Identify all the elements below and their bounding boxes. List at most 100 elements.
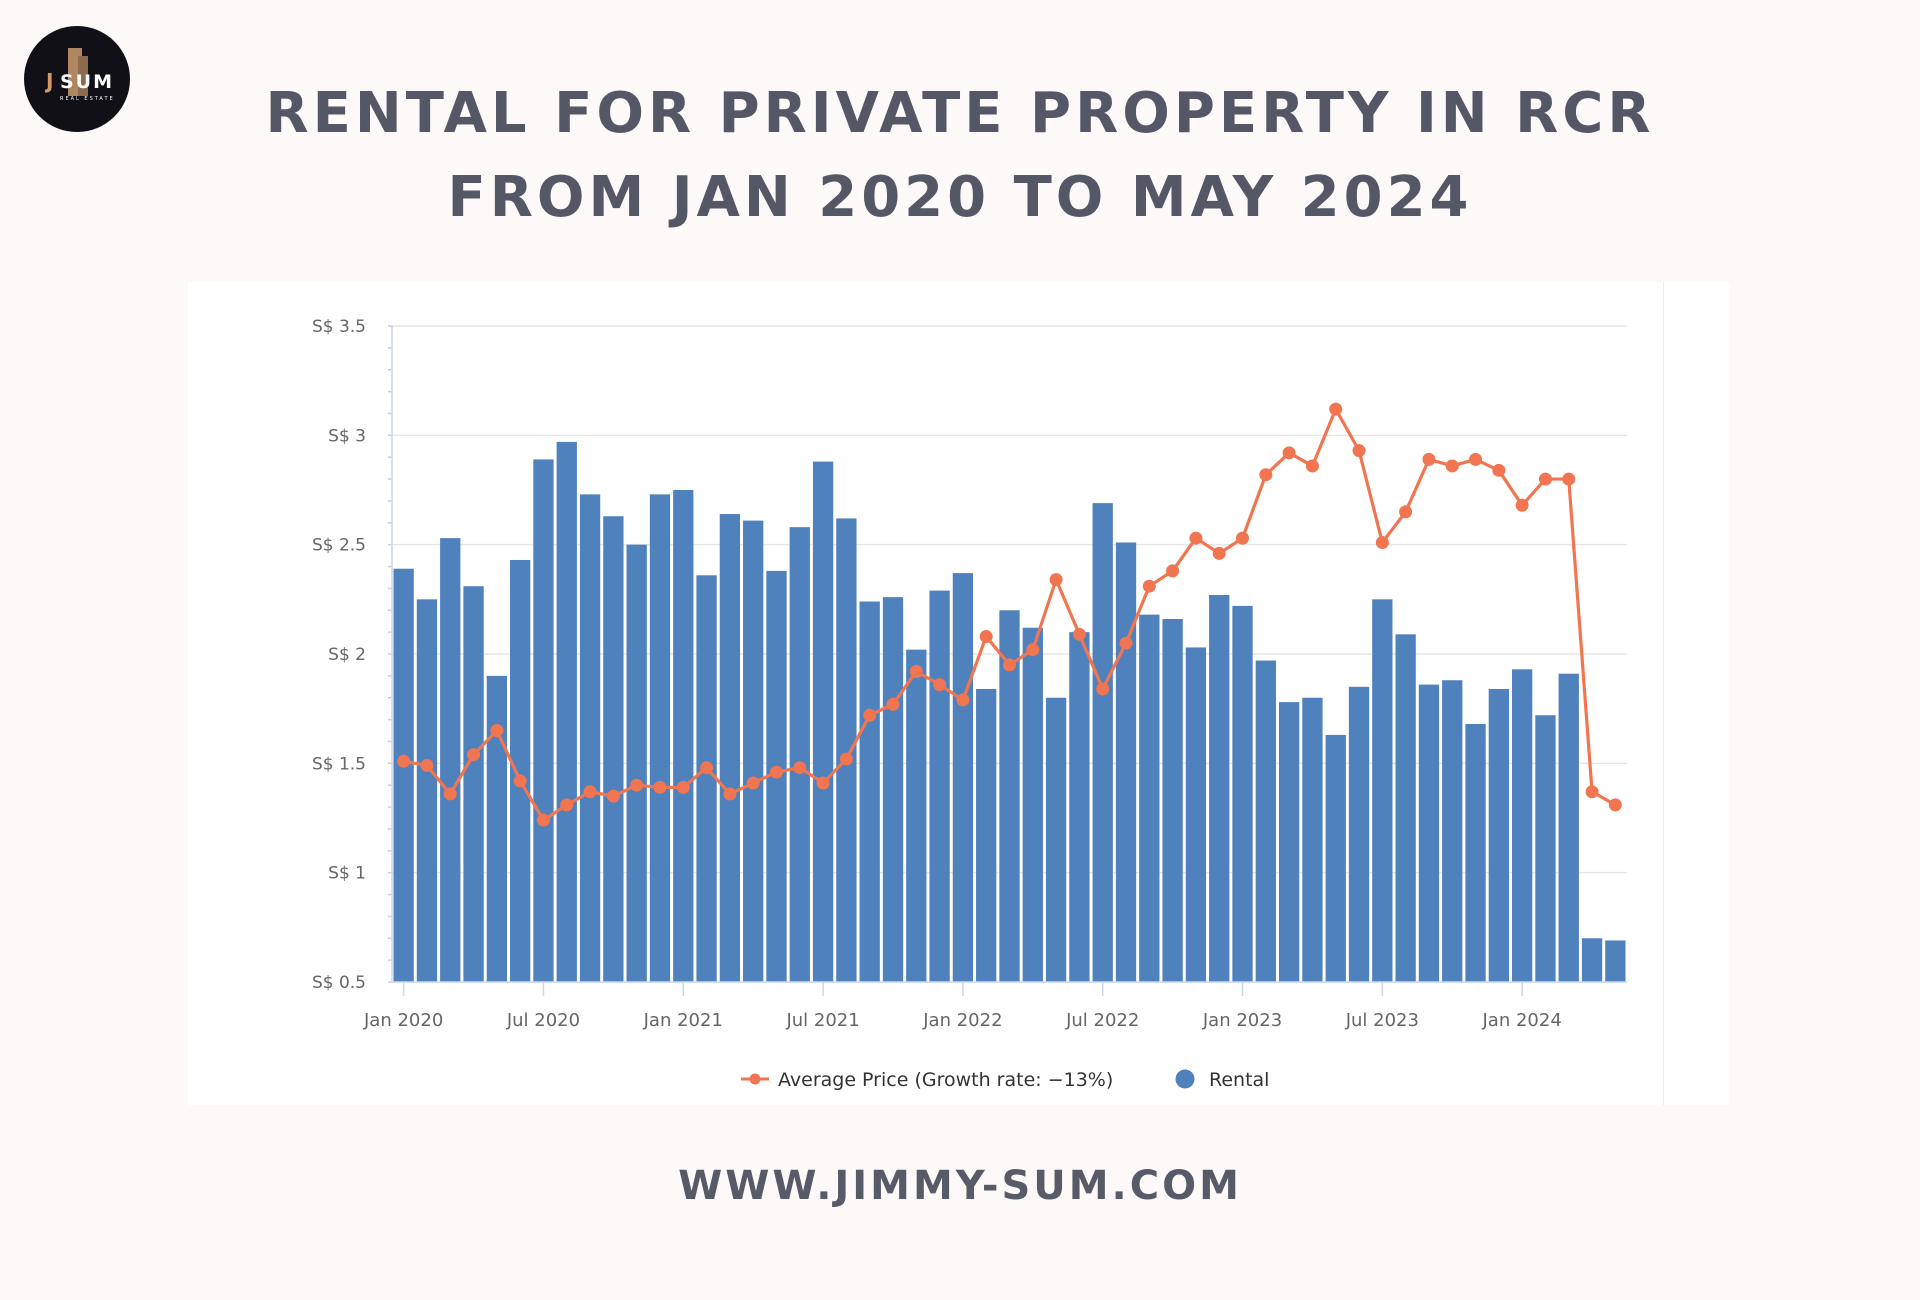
title-line-2: FROM JAN 2020 TO MAY 2024 bbox=[447, 165, 1473, 230]
average-price-point bbox=[1492, 463, 1506, 477]
average-price-point bbox=[769, 765, 783, 779]
average-price-point bbox=[793, 761, 807, 775]
average-price-point bbox=[933, 678, 947, 692]
average-price-point bbox=[1166, 564, 1180, 578]
rental-bar bbox=[1465, 723, 1486, 982]
legend-label-average-price: Average Price (Growth rate: −13%) bbox=[778, 1069, 1113, 1091]
x-axis: Jan 2020 Jul 2020 Jan 2021 Jul 2021 Jan 2022… bbox=[363, 981, 1627, 1031]
rental-bar bbox=[1488, 688, 1509, 982]
rental-bar bbox=[1255, 660, 1276, 982]
average-price-point bbox=[886, 697, 900, 711]
average-price-point bbox=[723, 787, 737, 801]
rental-bar bbox=[579, 494, 601, 982]
rental-bar bbox=[1372, 599, 1393, 982]
rental-bar bbox=[1605, 940, 1626, 982]
average-price-point bbox=[1399, 505, 1413, 519]
average-price-point bbox=[560, 798, 574, 812]
rental-bar bbox=[1069, 632, 1090, 982]
y-tick-label: S$ 3.5 bbox=[312, 317, 366, 337]
average-price-point bbox=[1329, 402, 1343, 416]
y-tick-label: S$ 3 bbox=[328, 426, 366, 446]
average-price-point bbox=[606, 789, 620, 803]
average-price-point bbox=[513, 774, 527, 788]
average-price-point bbox=[1236, 531, 1250, 545]
average-price-point bbox=[863, 708, 877, 722]
rental-bar bbox=[649, 494, 671, 982]
average-price-point bbox=[1515, 498, 1529, 512]
average-price-point bbox=[839, 752, 853, 766]
legend-line-marker-icon bbox=[749, 1073, 761, 1085]
rental-bar bbox=[1278, 702, 1300, 982]
average-price-point bbox=[490, 724, 504, 738]
x-tick-label: Jan 2023 bbox=[1202, 1010, 1282, 1031]
average-price-point bbox=[536, 813, 550, 827]
average-price-point bbox=[1096, 682, 1110, 696]
rental-bar bbox=[906, 649, 927, 982]
average-price-point bbox=[1469, 452, 1483, 466]
average-price-point bbox=[1422, 452, 1436, 466]
x-tick-label: Jul 2020 bbox=[506, 1010, 580, 1031]
average-price-point bbox=[746, 776, 760, 790]
rental-bar bbox=[533, 459, 554, 982]
y-axis: S$ 0.5 S$ 1 S$ 1.5 S$ 2 S$ 2.5 S$ 3 S$ 3.5 bbox=[312, 317, 393, 993]
logo-mark-icon: J SUM REAL ESTATE bbox=[44, 48, 115, 102]
rental-bar bbox=[999, 610, 1020, 982]
average-price-point bbox=[816, 776, 830, 790]
x-tick-label: Jan 2021 bbox=[643, 1010, 723, 1031]
average-price-point bbox=[909, 664, 923, 678]
average-price-point bbox=[1585, 785, 1599, 799]
rental-bar bbox=[859, 601, 880, 982]
x-tick-label: Jan 2020 bbox=[363, 1010, 443, 1031]
chart-legend: Average Price (Growth rate: −13%) Rental bbox=[741, 1069, 1269, 1091]
brand-logo: J SUM REAL ESTATE bbox=[24, 26, 130, 132]
rental-bar bbox=[416, 599, 438, 982]
rental-bar bbox=[1581, 938, 1603, 982]
rental-bar bbox=[976, 688, 997, 982]
rental-bar bbox=[1209, 594, 1230, 982]
chart-panel-divider bbox=[1663, 282, 1664, 1105]
logo-building-shadow bbox=[78, 56, 88, 96]
y-tick-label: S$ 2 bbox=[328, 645, 366, 665]
average-price-point bbox=[583, 785, 597, 799]
rental-bar bbox=[1115, 542, 1137, 982]
y-tick-label: S$ 1.5 bbox=[312, 754, 366, 774]
rental-bar bbox=[510, 559, 531, 982]
average-price-point bbox=[1562, 472, 1576, 486]
average-price-point bbox=[1538, 472, 1552, 486]
rental-bar bbox=[1511, 669, 1533, 982]
average-price-point bbox=[1142, 579, 1156, 593]
rental-bar bbox=[1139, 614, 1160, 982]
average-price-point bbox=[1189, 531, 1203, 545]
logo-subtitle: REAL ESTATE bbox=[60, 96, 115, 102]
rental-bar bbox=[812, 461, 834, 982]
average-price-point bbox=[1445, 459, 1459, 473]
x-tick-label: Jul 2023 bbox=[1345, 1010, 1419, 1031]
x-tick-label: Jan 2022 bbox=[922, 1010, 1002, 1031]
x-tick-label: Jul 2021 bbox=[785, 1010, 859, 1031]
average-price-point bbox=[956, 693, 970, 707]
average-price-point bbox=[443, 787, 457, 801]
rental-bar bbox=[952, 573, 974, 982]
average-price-point bbox=[653, 780, 667, 794]
average-price-point bbox=[1072, 627, 1086, 641]
average-price-point bbox=[700, 761, 714, 775]
average-price-point bbox=[979, 630, 993, 644]
average-price-point bbox=[1049, 573, 1063, 587]
average-price-point bbox=[1608, 798, 1622, 812]
rental-bar bbox=[1442, 680, 1463, 982]
x-tick-label: Jan 2024 bbox=[1482, 1010, 1562, 1031]
rental-bar bbox=[1418, 684, 1440, 982]
rental-bar bbox=[556, 441, 577, 983]
rental-bar bbox=[1535, 715, 1556, 982]
rental-bar bbox=[1302, 697, 1323, 982]
rental-bar bbox=[1348, 686, 1370, 982]
legend-circle-icon bbox=[1175, 1069, 1195, 1089]
rental-bar bbox=[1022, 627, 1043, 982]
average-price-point bbox=[1375, 535, 1389, 549]
rental-bar bbox=[1232, 605, 1253, 982]
average-price-point bbox=[1003, 658, 1016, 672]
average-price-point bbox=[1305, 459, 1319, 473]
rental-bar bbox=[1325, 734, 1346, 982]
rental-bar bbox=[789, 527, 810, 982]
average-price-point bbox=[467, 748, 481, 762]
